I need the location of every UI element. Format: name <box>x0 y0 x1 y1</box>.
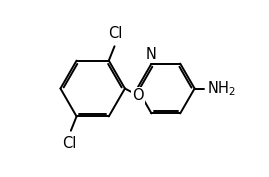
Text: Cl: Cl <box>62 136 77 152</box>
Text: Cl: Cl <box>109 25 123 41</box>
Text: N: N <box>146 47 157 62</box>
Text: NH$_2$: NH$_2$ <box>207 79 236 98</box>
Text: O: O <box>132 88 144 103</box>
